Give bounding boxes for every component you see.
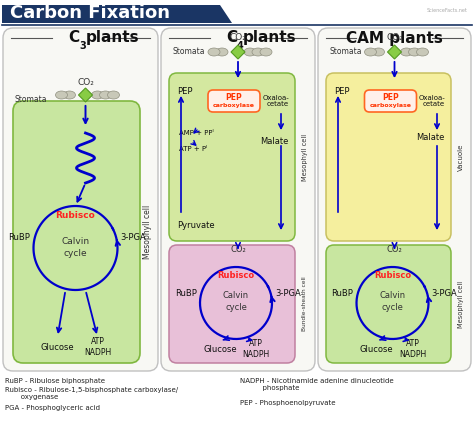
Text: PEP: PEP	[334, 87, 349, 96]
Polygon shape	[231, 45, 245, 59]
Text: carboxylase: carboxylase	[370, 103, 411, 107]
FancyBboxPatch shape	[13, 101, 140, 363]
Text: C: C	[226, 30, 237, 45]
Text: Carbon Fixation: Carbon Fixation	[10, 4, 170, 22]
Text: Glucose: Glucose	[41, 343, 74, 352]
Text: PEP: PEP	[226, 93, 242, 101]
Text: 3-PGA: 3-PGA	[275, 288, 301, 297]
Text: PGA - Phosphoglyceric acid: PGA - Phosphoglyceric acid	[5, 405, 100, 411]
Ellipse shape	[401, 48, 412, 56]
Ellipse shape	[365, 48, 376, 56]
Ellipse shape	[55, 91, 67, 99]
Text: RuBP: RuBP	[9, 233, 30, 242]
Text: PEP: PEP	[382, 93, 399, 101]
FancyBboxPatch shape	[3, 28, 158, 371]
Text: plants: plants	[85, 30, 139, 45]
Text: Calvin: Calvin	[223, 291, 249, 301]
Ellipse shape	[108, 91, 119, 99]
FancyBboxPatch shape	[208, 90, 260, 112]
Text: Rubisco - Ribulose-1,5-bisphosphate carboxylase/: Rubisco - Ribulose-1,5-bisphosphate carb…	[5, 387, 178, 393]
Text: Stomata: Stomata	[173, 48, 206, 56]
Text: phosphate: phosphate	[240, 385, 300, 391]
FancyBboxPatch shape	[326, 245, 451, 363]
Polygon shape	[79, 88, 92, 102]
Polygon shape	[2, 5, 232, 23]
Ellipse shape	[216, 48, 228, 56]
Text: CO₂: CO₂	[387, 245, 402, 253]
Ellipse shape	[373, 48, 384, 56]
Ellipse shape	[244, 48, 256, 56]
Ellipse shape	[91, 91, 103, 99]
FancyBboxPatch shape	[318, 28, 471, 371]
Text: C: C	[68, 30, 80, 45]
Text: Calvin: Calvin	[62, 236, 90, 246]
Text: NADPH - Nicotinamide adenine dinucleotide: NADPH - Nicotinamide adenine dinucleotid…	[240, 378, 393, 384]
Text: Bundle-sheath cell: Bundle-sheath cell	[302, 277, 308, 331]
Text: 4: 4	[237, 41, 244, 51]
Ellipse shape	[100, 91, 111, 99]
Text: Malate: Malate	[261, 136, 289, 145]
Text: carboxylase: carboxylase	[213, 103, 255, 107]
Text: Pyruvate: Pyruvate	[177, 220, 215, 229]
Text: ATP
NADPH: ATP NADPH	[84, 337, 111, 357]
Text: Glucose: Glucose	[203, 345, 237, 353]
Ellipse shape	[252, 48, 264, 56]
Ellipse shape	[417, 48, 428, 56]
Text: cycle: cycle	[225, 304, 247, 313]
Text: Malate: Malate	[417, 133, 445, 142]
Ellipse shape	[409, 48, 420, 56]
Text: ScienceFacts.net: ScienceFacts.net	[427, 8, 468, 13]
Text: oxygenase: oxygenase	[5, 394, 58, 400]
Text: Oxaloa-
cetate: Oxaloa- cetate	[418, 94, 445, 107]
Text: CO₂: CO₂	[229, 33, 246, 42]
Text: cycle: cycle	[382, 304, 403, 313]
Text: CO₂: CO₂	[77, 78, 94, 87]
Text: AMP + PPᴵ: AMP + PPᴵ	[179, 130, 214, 136]
Ellipse shape	[208, 48, 220, 56]
Text: ATP
NADPH: ATP NADPH	[242, 339, 270, 359]
Text: RuBP: RuBP	[175, 288, 197, 297]
Ellipse shape	[64, 91, 75, 99]
Text: CO₂: CO₂	[230, 245, 246, 253]
Text: Rubisco: Rubisco	[374, 271, 411, 279]
Text: CO₂: CO₂	[386, 33, 403, 42]
Text: cycle: cycle	[64, 249, 87, 258]
Text: 3-PGA: 3-PGA	[120, 233, 146, 242]
Text: Rubisco: Rubisco	[218, 271, 255, 279]
FancyBboxPatch shape	[169, 73, 295, 241]
Text: Stomata: Stomata	[330, 48, 363, 56]
Text: 3-PGA: 3-PGA	[431, 288, 457, 297]
Text: Rubisco: Rubisco	[55, 210, 95, 220]
Text: RuBP: RuBP	[332, 288, 354, 297]
Polygon shape	[388, 45, 401, 59]
FancyBboxPatch shape	[365, 90, 417, 112]
FancyBboxPatch shape	[161, 28, 315, 371]
Text: ATP
NADPH: ATP NADPH	[399, 339, 426, 359]
Text: RuBP - Ribulose biphosphate: RuBP - Ribulose biphosphate	[5, 378, 105, 384]
Text: Vacuole: Vacuole	[458, 143, 464, 171]
Text: PEP: PEP	[177, 87, 192, 96]
Text: PEP - Phosphoenolpyruvate: PEP - Phosphoenolpyruvate	[240, 400, 336, 406]
Text: 3: 3	[80, 41, 86, 51]
Text: Oxaloa-
cetate: Oxaloa- cetate	[262, 94, 289, 107]
Ellipse shape	[260, 48, 272, 56]
FancyBboxPatch shape	[169, 245, 295, 363]
Text: Mesophyll cell: Mesophyll cell	[458, 281, 464, 327]
Text: Mesophyll cell: Mesophyll cell	[144, 205, 153, 259]
Text: Stomata: Stomata	[15, 94, 47, 103]
Text: Calvin: Calvin	[380, 291, 406, 301]
Text: Glucose: Glucose	[360, 345, 393, 353]
Text: CAM plants: CAM plants	[346, 30, 443, 45]
FancyBboxPatch shape	[326, 73, 451, 241]
Text: ATP + Pᴵ: ATP + Pᴵ	[179, 146, 207, 152]
Text: Mesophyll cell: Mesophyll cell	[302, 133, 308, 181]
Text: plants: plants	[243, 30, 297, 45]
